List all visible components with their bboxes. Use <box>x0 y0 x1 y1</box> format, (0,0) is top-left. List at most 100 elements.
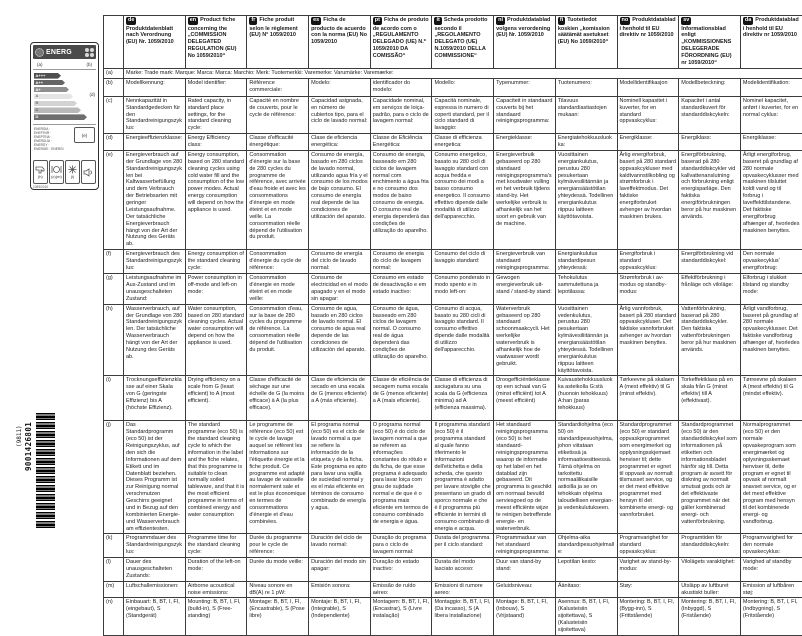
table-cell: Rated capacity, in standard place settin… <box>185 96 247 133</box>
table-cell: Energieverbruik gebaseerd op 280 standaa… <box>494 150 556 249</box>
table-cell: Modellbeteckning: <box>679 78 741 96</box>
table-cell: Torkeffektklass på en skala från G (mins… <box>679 376 741 421</box>
table-cell: Consumo de energia, basseado em 280 cicl… <box>370 150 432 249</box>
table-cell: Kapacitet i antal standardkuvert för sta… <box>679 96 741 133</box>
table-cell: Montage: B, BT, I, FI, (Inbouw), S (Vrij… <box>494 598 556 635</box>
column-header-text: Informationsblad enligt „KOMMISSIONENS D… <box>681 26 731 66</box>
table-cell: Montering: B, BT, I, FI, (Indbygning), S… <box>740 598 802 635</box>
table-cell: Energy Efficiency class: <box>185 134 247 151</box>
language-badge-da: da <box>743 17 753 25</box>
table-cell: Consumo del ciclo di lavaggio standard: <box>432 250 494 274</box>
table-cell: Energy consumption of the standard clean… <box>185 250 247 274</box>
row-label: (h) <box>104 304 124 376</box>
table-cell: Classe di efficienza di asciugatura su u… <box>432 376 494 421</box>
table-cell: Typenummer: <box>494 78 556 96</box>
table-cell: Power consumption in off-mode and left-o… <box>185 274 247 305</box>
energy-logo-text: ENERG <box>46 49 72 56</box>
table-cell: Geluidsniveau: <box>494 581 556 598</box>
efficiency-arrow-A+++: A+++ <box>34 73 61 79</box>
table-cell: Varighed af standby mode: <box>740 558 802 582</box>
table-cell: Programvarighed for den normale opvaskec… <box>740 534 802 558</box>
table-row: (g)Leistungsaufnahme im Aus-Zustand und … <box>104 274 802 305</box>
table-cell: Nominel kapacitet, anført i kuverter, fo… <box>740 96 802 133</box>
table-cell: Duración del modo sin apagar: <box>309 558 371 582</box>
table-cell: Montage: B, BT, I, FI, (Encastrable), S … <box>247 598 309 635</box>
table-row: (n)Einbauart: B, BT, I, FI, (eingebaut),… <box>104 598 802 635</box>
capacity-box: (c)(m) <box>49 160 64 184</box>
table-cell: Duration of the left-on mode: <box>185 558 247 582</box>
table-cell: Durée du programme pour le cycle de réfé… <box>247 534 309 558</box>
table-cell: Årlig vannforbruk, basert på 280 standar… <box>617 304 679 376</box>
energy-words-row: ENERGIA · ЕНЕРГИЯ · ΕΝΕΡΓΕΙΑ · ENERGIJA … <box>33 124 96 159</box>
table-cell: Ohjelma-aika standardipesuohjelmalle: <box>555 534 617 558</box>
row-label: (m) <box>104 581 124 598</box>
language-badge-nl: nl <box>496 17 505 25</box>
language-badge-de: de <box>126 17 136 25</box>
table-cell: Tørreevne på skalaen A (mest effektiv) t… <box>740 376 802 421</box>
table-cell: Mounting: B, BT, I, FI, (build-in), S (F… <box>185 598 247 635</box>
table-cell: Capaciteit in standaard couverts bij het… <box>494 96 556 133</box>
table-cell: Montering: B, BT, I, FI, (Bygg-inn), S (… <box>617 598 679 635</box>
column-header-sv: svInformationsblad enligt „KOMMISSIONENS… <box>679 16 741 69</box>
row-label: (b) <box>104 78 124 96</box>
capacity-box-label: (c)(m) <box>51 174 62 179</box>
table-cell: Consommation d'eau, sur la base de 280 c… <box>247 304 309 376</box>
table-cell: Energy consumption, based on 280 standar… <box>185 150 247 249</box>
column-header-text: Tuotetiedot koskien „komission säätämät … <box>558 17 610 45</box>
barcode <box>36 413 55 529</box>
efficiency-arrow-A+: A+ <box>34 87 69 93</box>
table-cell: Elforbrug i slukket tilstand og standby … <box>740 274 802 305</box>
table-cell: Consumo de energía del ciclo de lavado n… <box>309 250 371 274</box>
table-cell: Standardprogrammet (eco 50) er standard … <box>617 421 679 534</box>
pictogram-row: (h) (c)(m) (i) <box>31 159 98 184</box>
efficiency-arrow-label: A+ <box>34 88 41 92</box>
table-cell: Het standaard reinigingsprogramma (eco 5… <box>494 421 556 534</box>
table-cell: Emission af luftbåren støj: <box>740 581 802 598</box>
drying-box: (i) <box>65 160 80 184</box>
table-cell: Kuivaustehokkuusluokka asteikolla G:stä … <box>555 376 617 421</box>
table-cell: Il programma standard (eco 50) è il prog… <box>432 421 494 534</box>
language-badge-pt: pt <box>373 17 382 25</box>
table-cell: Modellidentifikasjon <box>617 78 679 96</box>
water-consumption-box: (h) <box>33 160 48 184</box>
table-cell: Montaje: B, BT, I, FI, (Integrable), S (… <box>309 598 371 635</box>
table-cell: Consumo di acqua, basato su 280 cicli di… <box>432 304 494 376</box>
table-cell: Clase de eficiencia de secado en una esc… <box>309 376 371 421</box>
language-badge-it: it <box>434 17 441 25</box>
table-cell: identificador do modelo: <box>370 78 432 96</box>
table-cell: Consumo em estado de desactivação e em e… <box>370 274 432 305</box>
energy-language-dots-icon <box>85 48 94 57</box>
table-cell: Vilolägets varaktighet: <box>679 558 741 582</box>
table-cell: Le programme de référence (eco 50) est l… <box>247 421 309 534</box>
table-cell: Luftschallemissionen: <box>124 581 186 598</box>
table-cell: Modelo: <box>309 78 371 96</box>
table-cell: Årlig energiforbruk, basert på 280 stand… <box>617 150 679 249</box>
class-placeholder: (d) <box>90 92 96 97</box>
table-cell: Vuosittainen vedenkulutus, perustuu 280 … <box>555 304 617 376</box>
water-tap-icon <box>35 165 46 174</box>
table-cell: Programme time for the standard cleaning… <box>185 534 247 558</box>
table-row: (j)Das Standardprogramm (eco 50) ist der… <box>104 421 802 534</box>
row-label: (j) <box>104 421 124 534</box>
efficiency-arrow-label: A++ <box>34 81 43 85</box>
table-row: (i)Trocknungseffizienzklasse auf einer S… <box>104 376 802 421</box>
efficiency-arrow-label: A+++ <box>34 74 45 78</box>
table-cell: Waterverbruik gebaseerd op 280 standaard… <box>494 304 556 376</box>
row-label: (k) <box>104 534 124 558</box>
table-row: (b)Modellkennung:Model identifier:Référe… <box>104 78 802 96</box>
table-cell: Duración del ciclo de lavado normal: <box>309 534 371 558</box>
table-cell: Classe de Eficiência Energética: <box>370 134 432 151</box>
language-badge-sv: sv <box>681 17 691 25</box>
table-cell: Modelidentifikation: <box>740 78 802 96</box>
barcode-number-text: 9001426801 <box>24 422 33 471</box>
efficiency-arrow-label: D <box>34 115 38 119</box>
table-cell: Consumo energetico, basato su 280 cicli … <box>432 150 494 249</box>
table-cell: Einbauart: B, BT, I, FI, (eingebaut), S … <box>124 598 186 635</box>
table-cell: Energieeffizienzklasse: <box>124 134 186 151</box>
table-cell: Classe de eficiência de secagem numa esc… <box>370 376 432 421</box>
table-cell: Energieklasse: <box>494 134 556 151</box>
table-cell: Emissioni di rumore aereo: <box>432 581 494 598</box>
table-row: (d)Energieeffizienzklasse:Energy Efficie… <box>104 134 802 151</box>
fiche-table-body: deProduktdatenblatt nach Verordnung (EU)… <box>104 16 802 636</box>
